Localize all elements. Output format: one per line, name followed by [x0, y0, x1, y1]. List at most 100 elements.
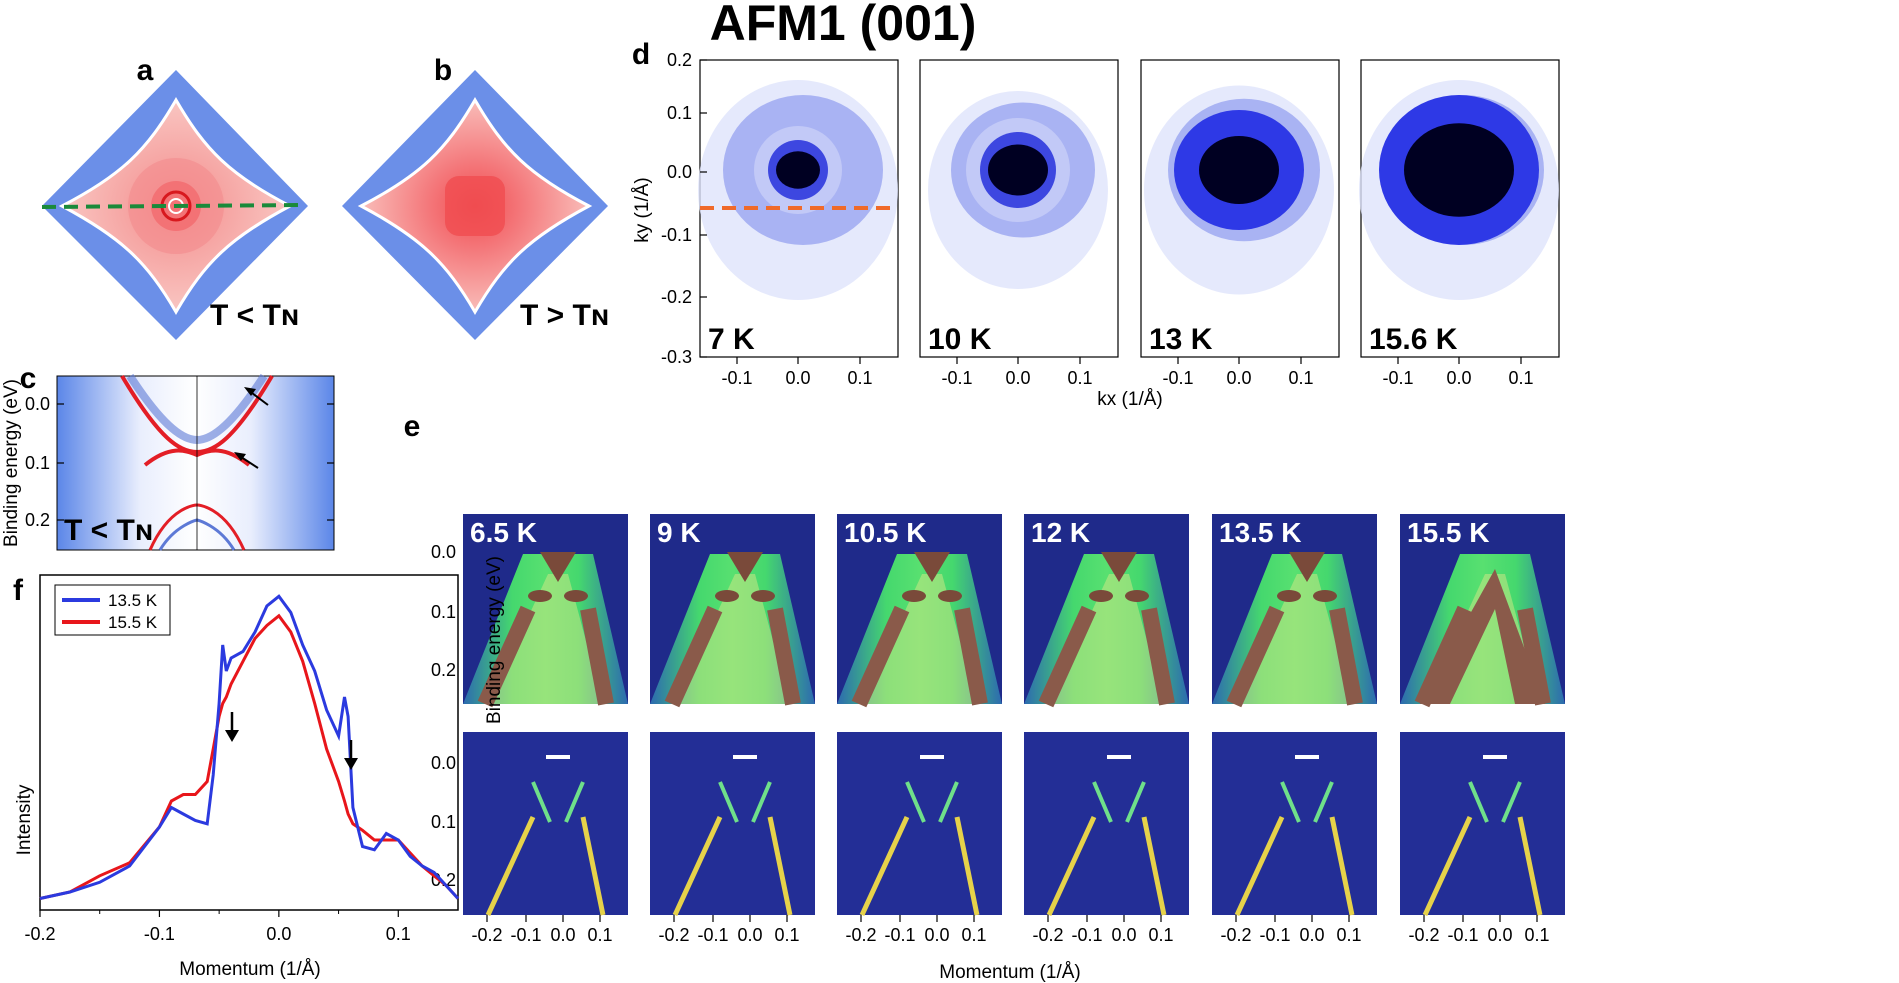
legend-label-13-5: 13.5 K — [108, 591, 158, 610]
d-ytick-label: -0.2 — [661, 287, 692, 307]
d-ytick-label: -0.1 — [661, 225, 692, 245]
panel-e-ylabel: Binding energy (eV) — [484, 556, 505, 724]
series-line-2 — [39, 613, 460, 900]
panel-letter-f: f — [13, 574, 24, 607]
panel-f-xlabel: Momentum (1/Å) — [179, 959, 320, 980]
e-bottom-frame — [463, 732, 628, 915]
e-xtick-label: -0.1 — [1071, 925, 1102, 945]
panel-f: f -0.2 -0.1 0.0 0.1 13.5 K 15.5 K Intensity… — [13, 574, 460, 980]
e-xtick-label: 0.1 — [1148, 925, 1173, 945]
e-xtick-label: 0.0 — [1487, 925, 1512, 945]
e-xtick-label: -0.1 — [510, 925, 541, 945]
panel-a-temp-label: T < Tɴ — [210, 299, 299, 332]
annotation-arrow-2 — [344, 740, 358, 770]
e-xtick-label: -0.2 — [471, 925, 502, 945]
d-subpanel-3: 13 K -0.1 0.0 0.1 — [1140, 59, 1340, 388]
e-temp-label: 12 K — [1031, 517, 1090, 548]
d-core — [776, 151, 820, 189]
d-xtick-label: 0.0 — [1005, 368, 1030, 388]
e-xtick-label: -0.1 — [697, 925, 728, 945]
panel-letter-e: e — [404, 410, 421, 443]
e-ytick-label: 0.1 — [431, 812, 456, 832]
d-temp-label: 13 K — [1149, 323, 1213, 356]
d-subpanel-4: 15.6 K -0.1 0.0 0.1 — [1359, 59, 1560, 388]
e-subpanel-3: 10.5 K -0.2 -0.1 0.0 0.1 — [837, 514, 1002, 945]
e-temp-label: 6.5 K — [470, 517, 537, 548]
panel-d-ylabel: ky (1/Å) — [632, 177, 653, 242]
e-band-deriv — [485, 815, 536, 917]
d-ytick-label: 0.0 — [667, 162, 692, 182]
series-line-1 — [39, 594, 460, 900]
e-band — [1038, 605, 1097, 708]
e-subpanel-5: 13.5 K -0.2 -0.1 0.0 0.1 — [1212, 514, 1377, 945]
e-ytick-label: 0.1 — [431, 602, 456, 622]
e-xtick-label: 0.0 — [924, 925, 949, 945]
d-xtick-label: -0.1 — [1162, 368, 1193, 388]
e-band — [664, 605, 723, 708]
d-xtick-label: 0.1 — [1288, 368, 1313, 388]
legend: 13.5 K 15.5 K — [54, 584, 171, 636]
e-xtick-label: -0.2 — [658, 925, 689, 945]
d-xtick-label: -0.1 — [1382, 368, 1413, 388]
panel-c: c T < Tɴ 0.0 0.1 0.2 Binding energy (eV) — [1, 362, 335, 551]
e-band-deriv — [767, 816, 793, 916]
d-xtick-label: 0.1 — [847, 368, 872, 388]
e-subpanel-1: 6.5 K -0.2 -0.1 0.0 0.1 — [463, 514, 628, 945]
e-band-deriv — [954, 816, 980, 916]
e-xtick-label: -0.2 — [1032, 925, 1063, 945]
d-ytick-label: -0.3 — [661, 347, 692, 367]
e-xtick-label: 0.1 — [774, 925, 799, 945]
down-arrow-icon — [225, 730, 239, 742]
f-xtick-label: 0.1 — [386, 924, 411, 944]
e-band-deriv — [1234, 815, 1285, 917]
e-band-deriv — [859, 815, 910, 917]
c-ytick-label: 0.2 — [25, 510, 50, 530]
e-band — [767, 607, 801, 706]
d-core — [1404, 123, 1514, 217]
d-xtick-label: 0.1 — [1067, 368, 1092, 388]
e-temp-label: 10.5 K — [844, 517, 927, 548]
e-band-deriv — [672, 815, 723, 917]
e-bottom-frame — [1024, 732, 1189, 915]
e-xtick-label: 0.1 — [587, 925, 612, 945]
e-subpanel-4: 12 K -0.2 -0.1 0.0 0.1 — [1024, 514, 1189, 945]
e-temp-label: 9 K — [657, 517, 701, 548]
d-subpanel-1: 7 K -0.1 0.0 0.1 — [698, 59, 899, 388]
d-temp-label: 7 K — [708, 323, 755, 356]
panel-a: a T < Tɴ — [41, 54, 308, 340]
e-band-deriv — [1422, 815, 1473, 917]
e-bottom-frame — [1212, 732, 1377, 915]
e-bottom-frame — [650, 732, 815, 915]
e-band-deriv — [1329, 816, 1355, 916]
panel-f-ylabel: Intensity — [14, 784, 35, 855]
panel-b: b T > Tɴ — [342, 54, 609, 340]
down-arrow-icon — [344, 758, 358, 770]
e-xtick-label: 0.1 — [961, 925, 986, 945]
e-xtick-label: 0.1 — [1524, 925, 1549, 945]
e-xtick-label: 0.0 — [737, 925, 762, 945]
e-band — [1141, 607, 1175, 706]
e-band — [1329, 607, 1363, 706]
arrow-icon — [234, 452, 246, 461]
panel-c-temp-label: T < Tɴ — [64, 514, 153, 547]
e-xtick-label: 0.0 — [1111, 925, 1136, 945]
e-band — [851, 605, 910, 708]
d-xtick-label: -0.1 — [721, 368, 752, 388]
d-xtick-label: -0.1 — [941, 368, 972, 388]
f-xtick-label: -0.1 — [144, 924, 175, 944]
d-temp-label: 15.6 K — [1369, 323, 1458, 356]
e-subpanel-6: 15.5 K -0.2 -0.1 0.0 0.1 — [1400, 514, 1565, 945]
e-xtick-label: -0.2 — [1220, 925, 1251, 945]
panel-d-xlabel: kx (1/Å) — [1097, 389, 1162, 410]
panel-e: e 6.5 K -0.2 -0.1 0.0 0.1 9 K -0.2 -0.1 0.0 0.1 10… — [404, 410, 1565, 983]
d-ytick-label: 0.1 — [667, 103, 692, 123]
e-xtick-label: 0.0 — [550, 925, 575, 945]
f-xtick-label: -0.2 — [24, 924, 55, 944]
e-band — [580, 607, 614, 706]
d-xtick-label: 0.0 — [1226, 368, 1251, 388]
e-band — [1517, 607, 1551, 706]
e-subpanel-2: 9 K -0.2 -0.1 0.0 0.1 — [650, 514, 815, 945]
e-ytick-label: 0.0 — [431, 542, 456, 562]
e-xtick-label: -0.2 — [845, 925, 876, 945]
